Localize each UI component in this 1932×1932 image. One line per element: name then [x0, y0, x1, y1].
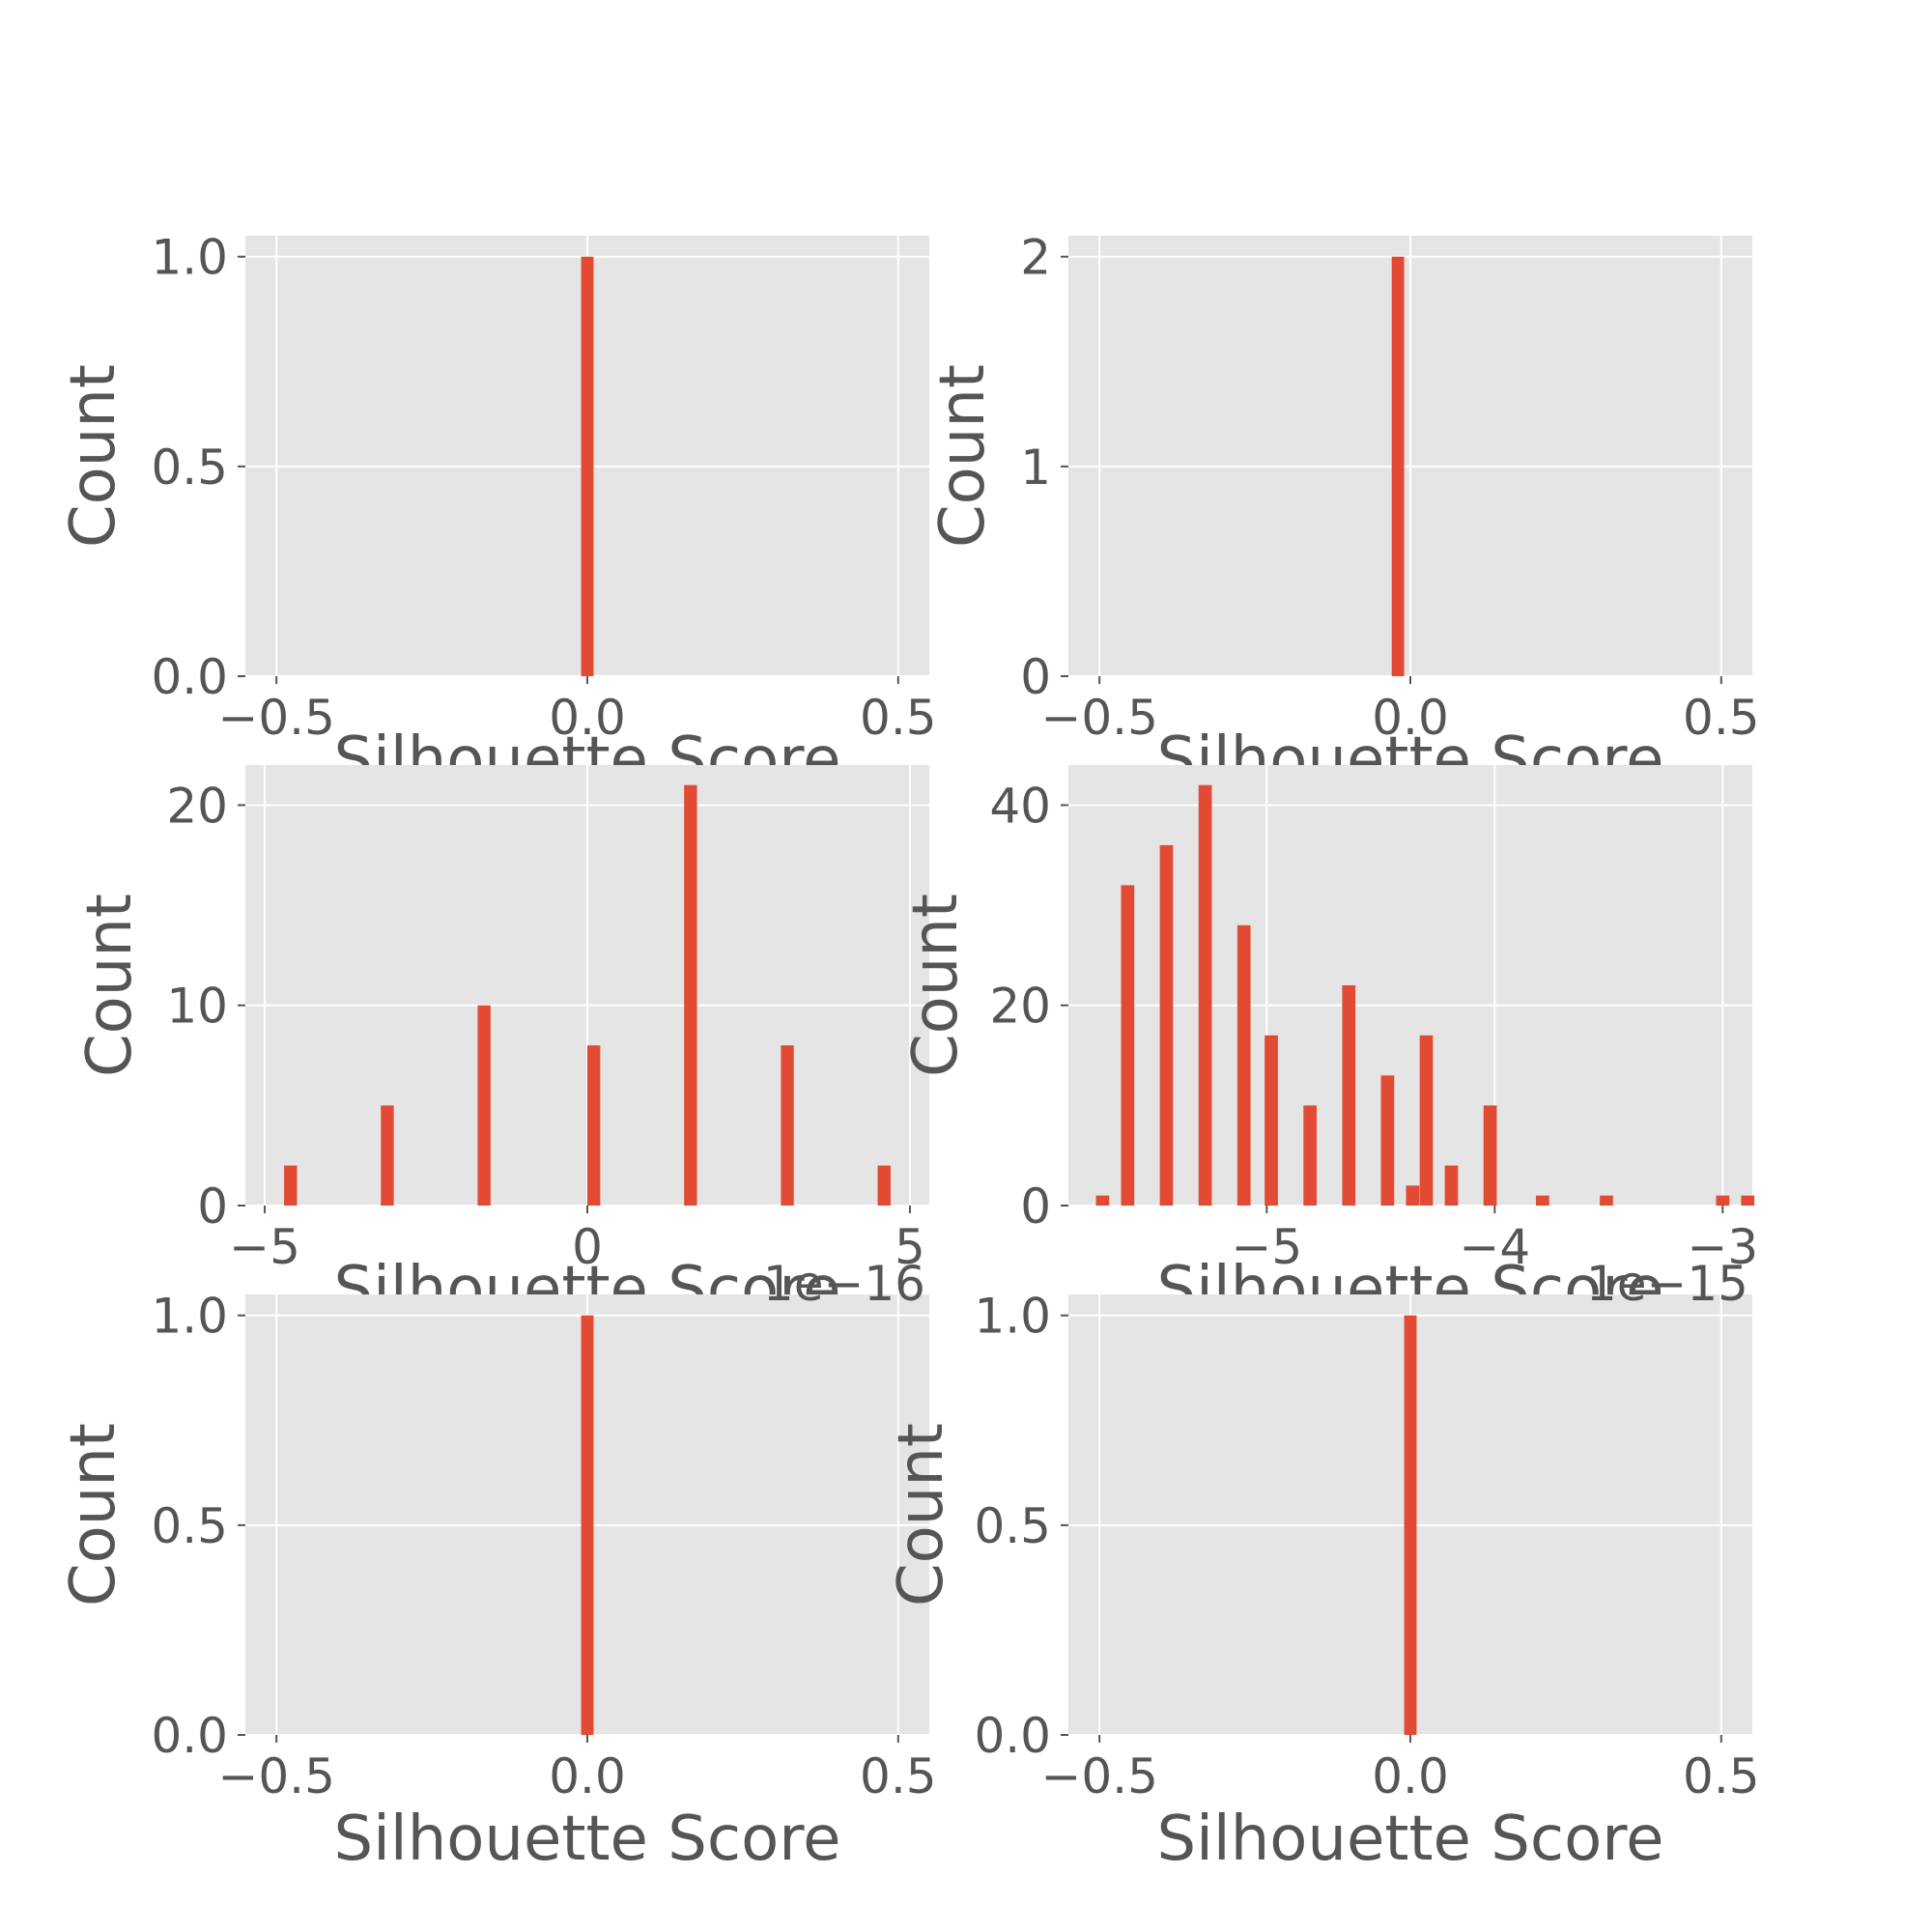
- histogram-bar: [1236, 924, 1251, 1206]
- y-axis-label: Count: [58, 1423, 129, 1606]
- x-axis-label: Silhouette Score: [1157, 1804, 1664, 1875]
- y-tick-label: 20: [989, 979, 1051, 1035]
- x-tick-label: −5: [229, 1219, 300, 1275]
- y-axis-label: Count: [927, 364, 999, 548]
- y-tick-label: 0: [1020, 649, 1051, 705]
- histogram-bar: [1444, 1165, 1459, 1206]
- x-tick-label: 0.0: [1372, 1748, 1449, 1804]
- x-tick-label: 0.5: [860, 1748, 937, 1804]
- y-tick-label: 1: [1020, 440, 1051, 496]
- histogram-panel-2: −0.5 0.0 0.5 0 1 2 Count: [927, 230, 1760, 746]
- y-tick-label: 1.0: [151, 1289, 228, 1345]
- y-tick-label: 40: [989, 778, 1051, 834]
- histogram-bar: [1419, 1035, 1434, 1206]
- histogram-bar: [1536, 1195, 1549, 1206]
- histogram-bar: [1198, 784, 1212, 1206]
- histogram-bar: [1159, 844, 1174, 1206]
- histogram-bar: [1303, 1105, 1318, 1206]
- histogram-bar: [284, 1165, 298, 1206]
- x-tick-label: 0: [572, 1219, 603, 1275]
- x-tick-label: −0.5: [217, 690, 334, 746]
- histogram-bar: [1404, 1315, 1417, 1735]
- histogram-panel-4: −5 −4 −3 0 20 40 Count: [900, 765, 1758, 1275]
- y-tick-label: 1.0: [974, 1289, 1051, 1345]
- x-tick-label: 0.0: [549, 1748, 626, 1804]
- y-tick-label: 1.0: [151, 230, 228, 286]
- y-tick-label: 0.5: [151, 440, 228, 496]
- histogram-bar: [1095, 1195, 1110, 1206]
- x-axis-label: Silhouette Score: [334, 1804, 841, 1875]
- y-tick-label: 0.5: [974, 1498, 1051, 1554]
- x-tick-label: 0.0: [1372, 690, 1449, 746]
- y-axis-label: Count: [74, 894, 146, 1077]
- histogram-bar: [1600, 1195, 1613, 1206]
- y-axis-label: Count: [886, 1423, 957, 1606]
- x-tick-label: 0.0: [549, 690, 626, 746]
- y-tick-label: 2: [1020, 230, 1051, 286]
- histogram-bar: [1121, 885, 1135, 1206]
- x-tick-label: 0.5: [860, 690, 937, 746]
- x-tick-label: −5: [1231, 1219, 1302, 1275]
- y-tick-label: 0.5: [151, 1498, 228, 1554]
- y-tick-label: 20: [166, 778, 228, 834]
- histogram-bar: [581, 1315, 594, 1735]
- y-tick-label: 0.0: [151, 649, 228, 705]
- y-axis-label: Count: [58, 364, 129, 548]
- histogram-bar: [1716, 1195, 1730, 1206]
- x-offset-label: 1e−15: [1586, 1256, 1748, 1312]
- y-tick-label: 0.0: [974, 1708, 1051, 1764]
- x-tick-label: −3: [1687, 1219, 1758, 1275]
- histogram-bar: [477, 1005, 491, 1206]
- y-tick-label: 10: [166, 979, 228, 1035]
- x-tick-label: −0.5: [1040, 690, 1157, 746]
- x-tick-label: 5: [895, 1219, 925, 1275]
- x-tick-label: 0.5: [1683, 690, 1760, 746]
- histogram-bar: [1391, 256, 1405, 676]
- histogram-bar: [1380, 1075, 1395, 1206]
- histogram-bar: [1264, 1035, 1278, 1206]
- histogram-bar: [581, 256, 594, 676]
- axes-background: [1068, 765, 1752, 1206]
- histogram-bar: [1741, 1195, 1755, 1206]
- y-tick-label: 0: [1020, 1179, 1051, 1235]
- x-offset-label: 1e−16: [763, 1256, 925, 1312]
- x-tick-label: −4: [1459, 1219, 1530, 1275]
- histogram-bar: [1406, 1185, 1420, 1206]
- x-tick-label: −0.5: [1040, 1748, 1157, 1804]
- x-tick-label: 0.5: [1683, 1748, 1760, 1804]
- y-tick-label: 0: [197, 1179, 228, 1235]
- histogram-bar: [381, 1105, 394, 1206]
- x-tick-label: −0.5: [217, 1748, 334, 1804]
- histogram-bar: [877, 1165, 891, 1206]
- y-tick-label: 0.0: [151, 1708, 228, 1764]
- histogram-bar: [587, 1045, 601, 1206]
- histogram-bar: [1483, 1105, 1497, 1206]
- histogram-bar: [1342, 985, 1356, 1206]
- y-axis-label: Count: [900, 894, 972, 1077]
- histogram-bar: [684, 784, 697, 1206]
- histogram-bar: [781, 1045, 794, 1206]
